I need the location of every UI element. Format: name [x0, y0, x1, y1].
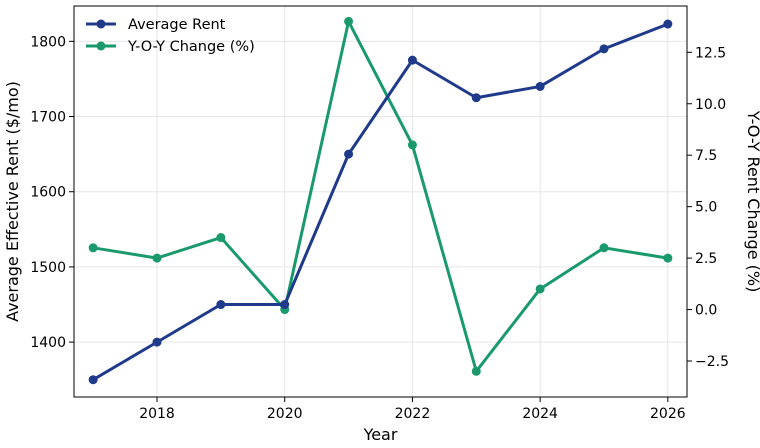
y2-tick-label: 12.5 [695, 45, 726, 61]
series-layer [88, 16, 673, 385]
data-point [535, 81, 545, 91]
data-point [344, 149, 354, 159]
y2-tick-label: 0.0 [695, 303, 717, 319]
y2-tick-label: 2.5 [695, 251, 717, 267]
data-point [663, 253, 673, 263]
data-point [663, 19, 673, 29]
y2-tick-label: 10.0 [695, 97, 726, 113]
y-tick-label: 1500 [30, 260, 66, 276]
data-point [88, 375, 98, 385]
x-axis-title: Year [363, 425, 398, 444]
ticks: 2018 2020 2022 2024 2026 1400 1500 1600 1700 1800… [30, 34, 729, 422]
data-point [152, 253, 162, 263]
data-point [599, 243, 609, 253]
y2-tick-label: 5.0 [695, 200, 717, 216]
y-tick-label: 1600 [30, 185, 66, 201]
y-tick-label: 1400 [30, 335, 66, 351]
data-point [471, 93, 481, 103]
y2-tick-label: 7.5 [695, 148, 717, 164]
x-tick-label: 2022 [395, 406, 431, 422]
data-point [599, 44, 609, 54]
data-point [535, 284, 545, 294]
series-line [92, 19, 669, 373]
y-tick-label: 1700 [30, 110, 66, 126]
data-point [152, 337, 162, 347]
x-tick-label: 2018 [139, 406, 175, 422]
x-tick-label: 2024 [522, 406, 558, 422]
grid [74, 6, 687, 397]
legend-label: Y-O-Y Change (%) [127, 39, 255, 55]
legend-entry: Y-O-Y Change (%) [86, 39, 255, 55]
data-point [407, 140, 417, 150]
series-line [92, 22, 669, 381]
series-yoy-change [88, 16, 673, 376]
legend-marker [96, 41, 106, 51]
plot-frame [73, 5, 688, 398]
data-point [216, 300, 226, 310]
y-axis-title: Average Effective Rent ($/mo) [3, 81, 22, 322]
legend-marker [96, 19, 106, 29]
y-tick-label: 1800 [30, 34, 66, 50]
data-point [471, 366, 481, 376]
legend-label: Average Rent [128, 17, 226, 33]
y2-tick-label: −2.5 [695, 354, 729, 370]
data-point [407, 55, 417, 65]
series-average-rent [88, 19, 673, 385]
data-point [344, 16, 354, 26]
y2-axis-title: Y-O-Y Rent Change (%) [744, 110, 760, 293]
data-point [280, 300, 290, 310]
data-point [88, 243, 98, 253]
x-tick-label: 2026 [650, 406, 686, 422]
legend-entry: Average Rent [86, 17, 226, 33]
legend: Average Rent Y-O-Y Change (%) [86, 17, 255, 55]
data-point [216, 233, 226, 243]
x-tick-label: 2020 [267, 406, 303, 422]
